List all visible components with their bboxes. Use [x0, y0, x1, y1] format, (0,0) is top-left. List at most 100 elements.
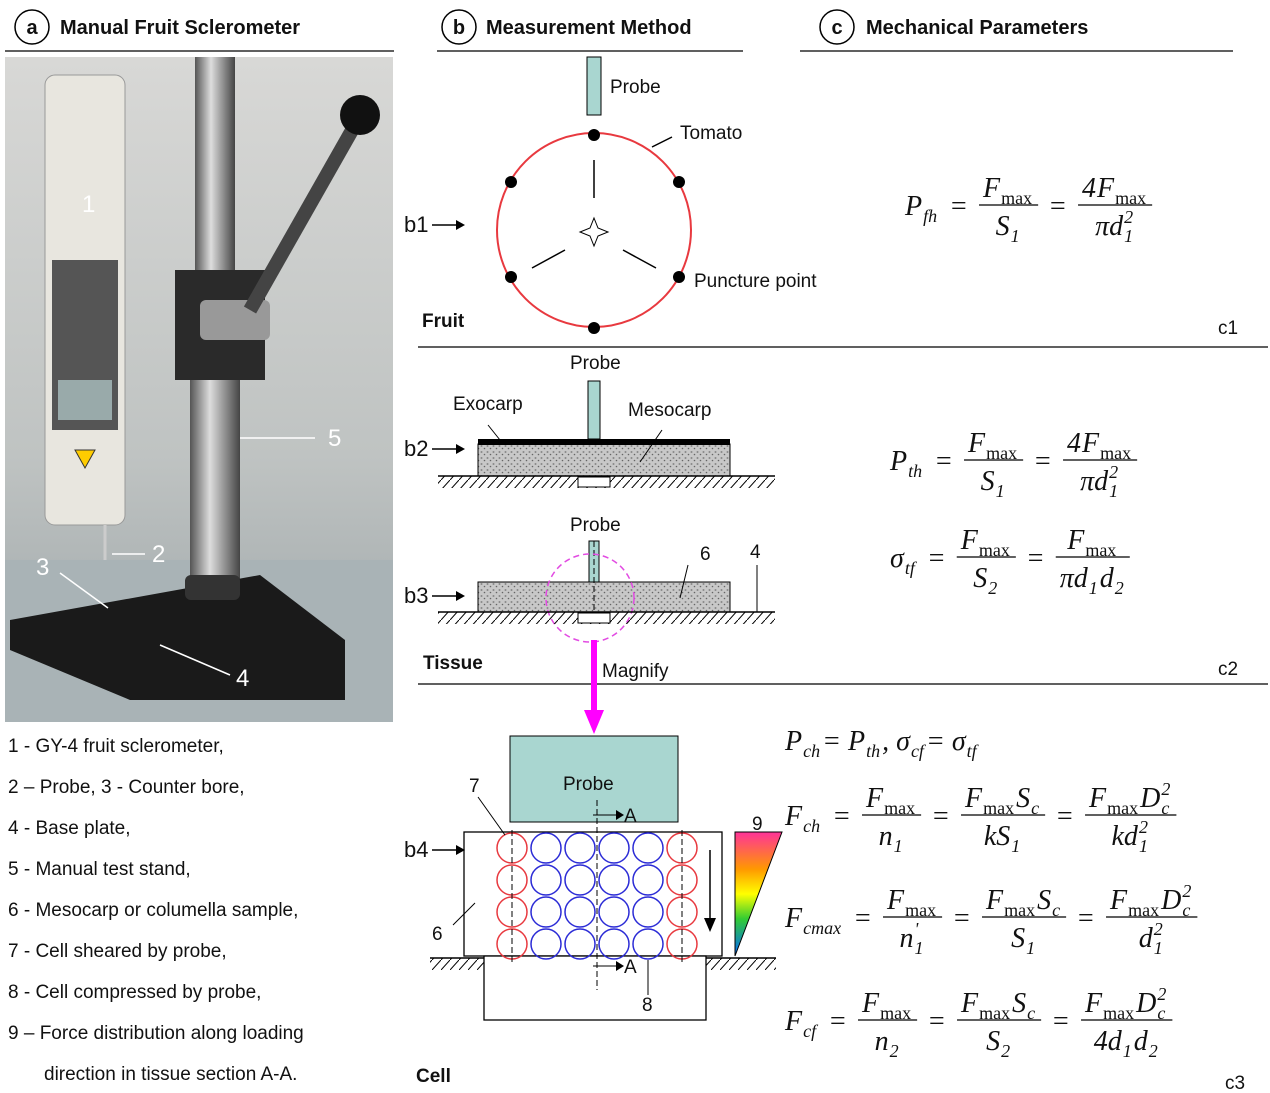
- formula-part: F: [982, 173, 1001, 204]
- denominator: S1: [996, 211, 1020, 246]
- formula-part: F: [960, 988, 979, 1019]
- legend-line: 5 - Manual test stand,: [8, 859, 191, 880]
- diagram-label: Magnify: [602, 661, 669, 682]
- legend-line: 6 - Mesocarp or columella sample,: [8, 900, 298, 921]
- header-letter: a: [26, 17, 38, 39]
- numerator: Fmax: [967, 428, 1017, 463]
- formula-item: =: [1026, 543, 1045, 574]
- formula-part: , σ: [882, 726, 911, 757]
- formula-part: tf: [967, 741, 980, 761]
- formula-part: F: [1081, 428, 1100, 459]
- formula-part: F: [784, 801, 803, 832]
- formula-part: D: [1139, 783, 1160, 814]
- formula-item: σtf: [890, 543, 918, 578]
- formula-part: =: [1026, 543, 1045, 574]
- formula-part: 2: [1161, 779, 1170, 799]
- fruit-diagram: [497, 57, 691, 334]
- formula-part: th: [908, 461, 922, 481]
- formula-part: σ: [890, 543, 905, 574]
- denominator: d21: [1139, 919, 1163, 958]
- diagram-label: Cell: [416, 1066, 451, 1087]
- formula-part: 1: [1089, 578, 1098, 598]
- formula-part: 2: [890, 1041, 899, 1061]
- formula-part: F: [1109, 885, 1128, 916]
- diagram-label: Fruit: [422, 311, 465, 332]
- formula-item: =: [1048, 191, 1067, 222]
- formula-part: 1: [996, 481, 1005, 501]
- formula-item: Fcf: [784, 1006, 819, 1041]
- diagram-label: Probe: [570, 353, 621, 374]
- legend-line: 9 – Force distribution along loading: [8, 1023, 304, 1044]
- formula-item: =: [934, 446, 953, 477]
- formula-part: πd: [1080, 466, 1109, 497]
- formula-part: S: [986, 1026, 1000, 1057]
- formula-part: tf: [905, 558, 918, 578]
- formula-part: 1: [915, 938, 924, 958]
- formula-item: FmaxS1: [979, 173, 1038, 246]
- formula-item: FmaxD2c4d1d2: [1081, 984, 1172, 1061]
- formula-part: F: [1084, 988, 1103, 1019]
- denominator: S2: [973, 563, 997, 598]
- formula-part: πd: [1095, 211, 1124, 242]
- formula-part: =: [1051, 1006, 1070, 1037]
- formula-part: F: [960, 525, 979, 556]
- formula-part: n: [879, 821, 893, 852]
- legend-line: 2 – Probe, 3 - Counter bore,: [8, 777, 245, 798]
- diagram-label: 8: [642, 995, 653, 1016]
- formula-item: FmaxS2: [957, 525, 1016, 598]
- formula-part: fh: [923, 206, 937, 226]
- formula-part: πd: [1060, 563, 1089, 594]
- formula-part: F: [964, 783, 983, 814]
- formula-part: kd: [1112, 821, 1139, 852]
- formula-part: F: [985, 885, 1004, 916]
- formula-part: =: [828, 1006, 847, 1037]
- formula-part: P: [889, 446, 907, 477]
- formula-part: 4: [1067, 428, 1081, 459]
- formula-part: n: [900, 923, 914, 954]
- diagram-label: Mesocarp: [628, 400, 711, 421]
- formula-part: cf: [803, 1021, 819, 1041]
- formula-item: =: [828, 1006, 847, 1037]
- diagram-label: Puncture point: [694, 271, 817, 292]
- formula-item: =: [1051, 1006, 1070, 1037]
- formula-part: S: [973, 563, 987, 594]
- denominator: n'1: [900, 919, 924, 958]
- numerator: Fmax: [861, 988, 911, 1023]
- formula-part: F: [784, 903, 803, 934]
- legend-line: direction in tissue section A-A.: [44, 1064, 297, 1085]
- diagram-label: Tissue: [423, 653, 483, 674]
- formula-part: F: [1066, 525, 1085, 556]
- formula-part: =: [1048, 191, 1067, 222]
- formula-item: =: [927, 543, 946, 574]
- formula-part: kS: [984, 821, 1010, 852]
- formula-item: Fmaxn'1: [883, 885, 942, 958]
- numerator: FmaxD2c: [1084, 984, 1166, 1023]
- photo-label: 1: [82, 191, 95, 218]
- denominator: 4d1d2: [1094, 1026, 1158, 1061]
- formula-part: =: [952, 903, 971, 934]
- formula-part: S: [1011, 923, 1025, 954]
- row-label: b1: [404, 212, 428, 237]
- formula-part: d: [1134, 1026, 1149, 1057]
- formula-part: n: [875, 1026, 889, 1057]
- diagram-label: 9: [752, 814, 763, 835]
- formula-part: D: [1160, 885, 1181, 916]
- diagram-label: A: [624, 806, 637, 827]
- formula-part: d: [1139, 923, 1154, 954]
- formula-part: =: [927, 543, 946, 574]
- formula-part: F: [1096, 173, 1115, 204]
- numerator: Fmax: [1066, 525, 1116, 560]
- photo: [5, 57, 393, 722]
